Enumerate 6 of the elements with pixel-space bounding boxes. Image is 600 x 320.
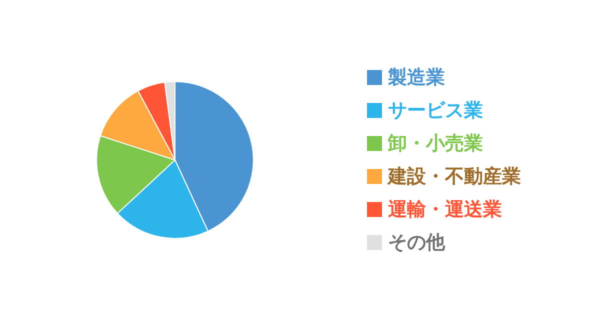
legend-label: 運輸・運送業 — [387, 198, 502, 220]
legend-label: 卸・小売業 — [387, 132, 483, 154]
legend-label: サービス業 — [388, 100, 483, 122]
legend-label: その他 — [388, 232, 446, 254]
legend-label: 製造業 — [387, 66, 445, 88]
legend-label: 建設・不動産業 — [386, 166, 521, 188]
